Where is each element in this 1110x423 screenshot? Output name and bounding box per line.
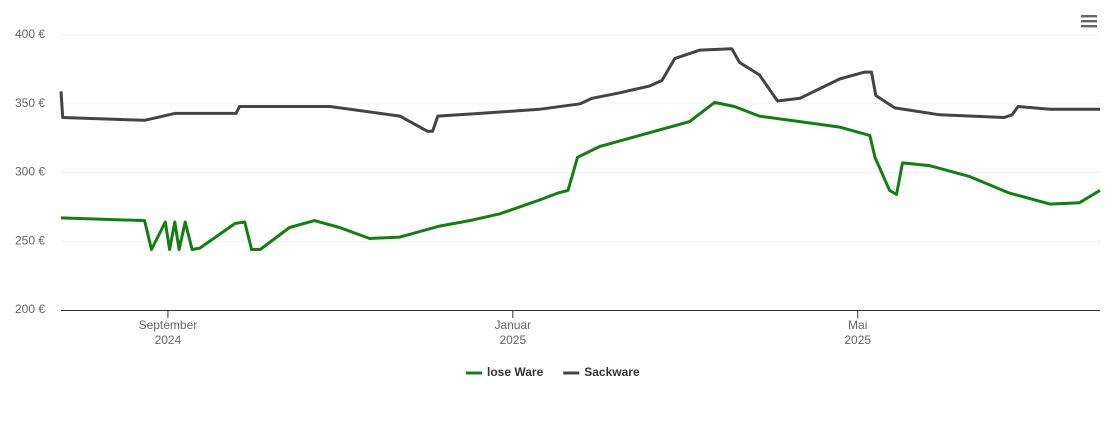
x-tick-label: 2025 [844,333,871,347]
x-tick-label: Januar [494,318,531,332]
x-tick-label: Mai [848,318,867,332]
x-tick-label: 2025 [499,333,526,347]
y-tick-label: 400 € [15,27,45,41]
legend-item[interactable]: Sackware [563,365,640,379]
y-tick-label: 350 € [15,96,45,110]
legend-item[interactable]: lose Ware [466,365,544,379]
legend: lose Ware Sackware [466,365,640,379]
y-tick-label: 300 € [15,165,45,179]
legend-label: Sackware [584,365,640,379]
y-tick-label: 250 € [15,233,45,247]
menu-icon[interactable] [1081,15,1097,28]
y-tick-label: 200 € [15,302,45,316]
series-line [59,47,1100,133]
x-tick-label: September [139,318,198,332]
legend-label: lose Ware [487,365,544,379]
x-tick-label: 2024 [155,333,182,347]
series-line [60,100,1101,251]
